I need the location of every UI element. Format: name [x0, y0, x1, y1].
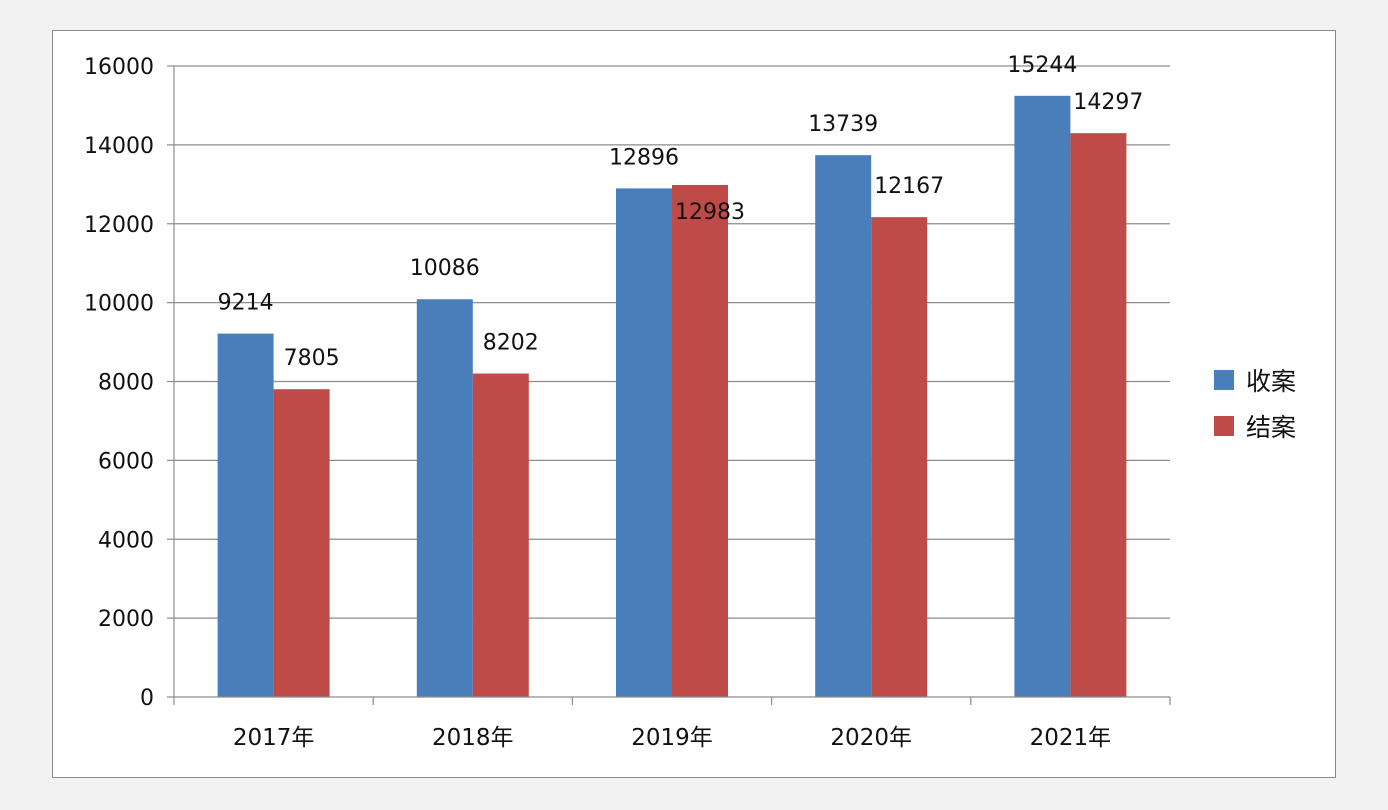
- data-label-jiean: 7805: [284, 346, 340, 371]
- bar-shouan: [217, 333, 274, 697]
- x-tick-label: 2020年: [830, 725, 912, 751]
- x-tick-label: 2017年: [233, 725, 315, 751]
- bar-jiean: [472, 373, 529, 697]
- data-label-jiean: 12167: [874, 174, 944, 199]
- bar-shouan: [1014, 95, 1071, 697]
- data-label-shouan: 15244: [1007, 53, 1077, 78]
- data-labels: 9214 7805 10086 8202 12896 12983 13739 12167 152…: [218, 53, 1144, 371]
- data-label-jiean: 8202: [483, 331, 539, 356]
- data-label-jiean: 14297: [1073, 90, 1143, 115]
- x-tick-label: 2021年: [1030, 725, 1112, 751]
- legend-swatch: [1214, 416, 1234, 436]
- bar-jiean: [672, 184, 728, 698]
- axes: 0 2000 4000 6000 8000 10000 12000 14000 16000 201…: [84, 55, 1171, 751]
- y-tick-label: 14000: [84, 134, 154, 159]
- y-tick-label: 6000: [98, 449, 154, 474]
- legend-label: 结案: [1246, 413, 1296, 442]
- data-label-shouan: 10086: [410, 256, 480, 281]
- data-label-shouan: 13739: [808, 112, 878, 137]
- data-label-shouan: 12896: [609, 145, 679, 170]
- y-tick-label: 8000: [98, 371, 154, 396]
- bar-jiean: [273, 389, 330, 697]
- y-tick-label: 10000: [84, 292, 154, 317]
- data-label-shouan: 9214: [218, 291, 274, 316]
- bar-jiean: [1070, 133, 1127, 698]
- bar-shouan: [416, 299, 473, 697]
- x-tick-label: 2018年: [432, 725, 514, 751]
- y-tick-label: 0: [140, 686, 154, 711]
- y-tick-label: 16000: [84, 55, 154, 80]
- legend-label: 收案: [1246, 367, 1296, 396]
- bar-shouan: [815, 155, 872, 697]
- y-tick-label: 12000: [84, 213, 154, 238]
- y-tick-label: 2000: [98, 607, 154, 632]
- bar-jiean: [871, 217, 928, 697]
- x-tick-label: 2019年: [631, 725, 713, 751]
- data-label-jiean: 12983: [675, 200, 745, 225]
- bar-shouan: [616, 188, 672, 697]
- y-tick-label: 4000: [98, 528, 154, 553]
- legend-swatch: [1214, 370, 1234, 390]
- bars: [217, 95, 1127, 698]
